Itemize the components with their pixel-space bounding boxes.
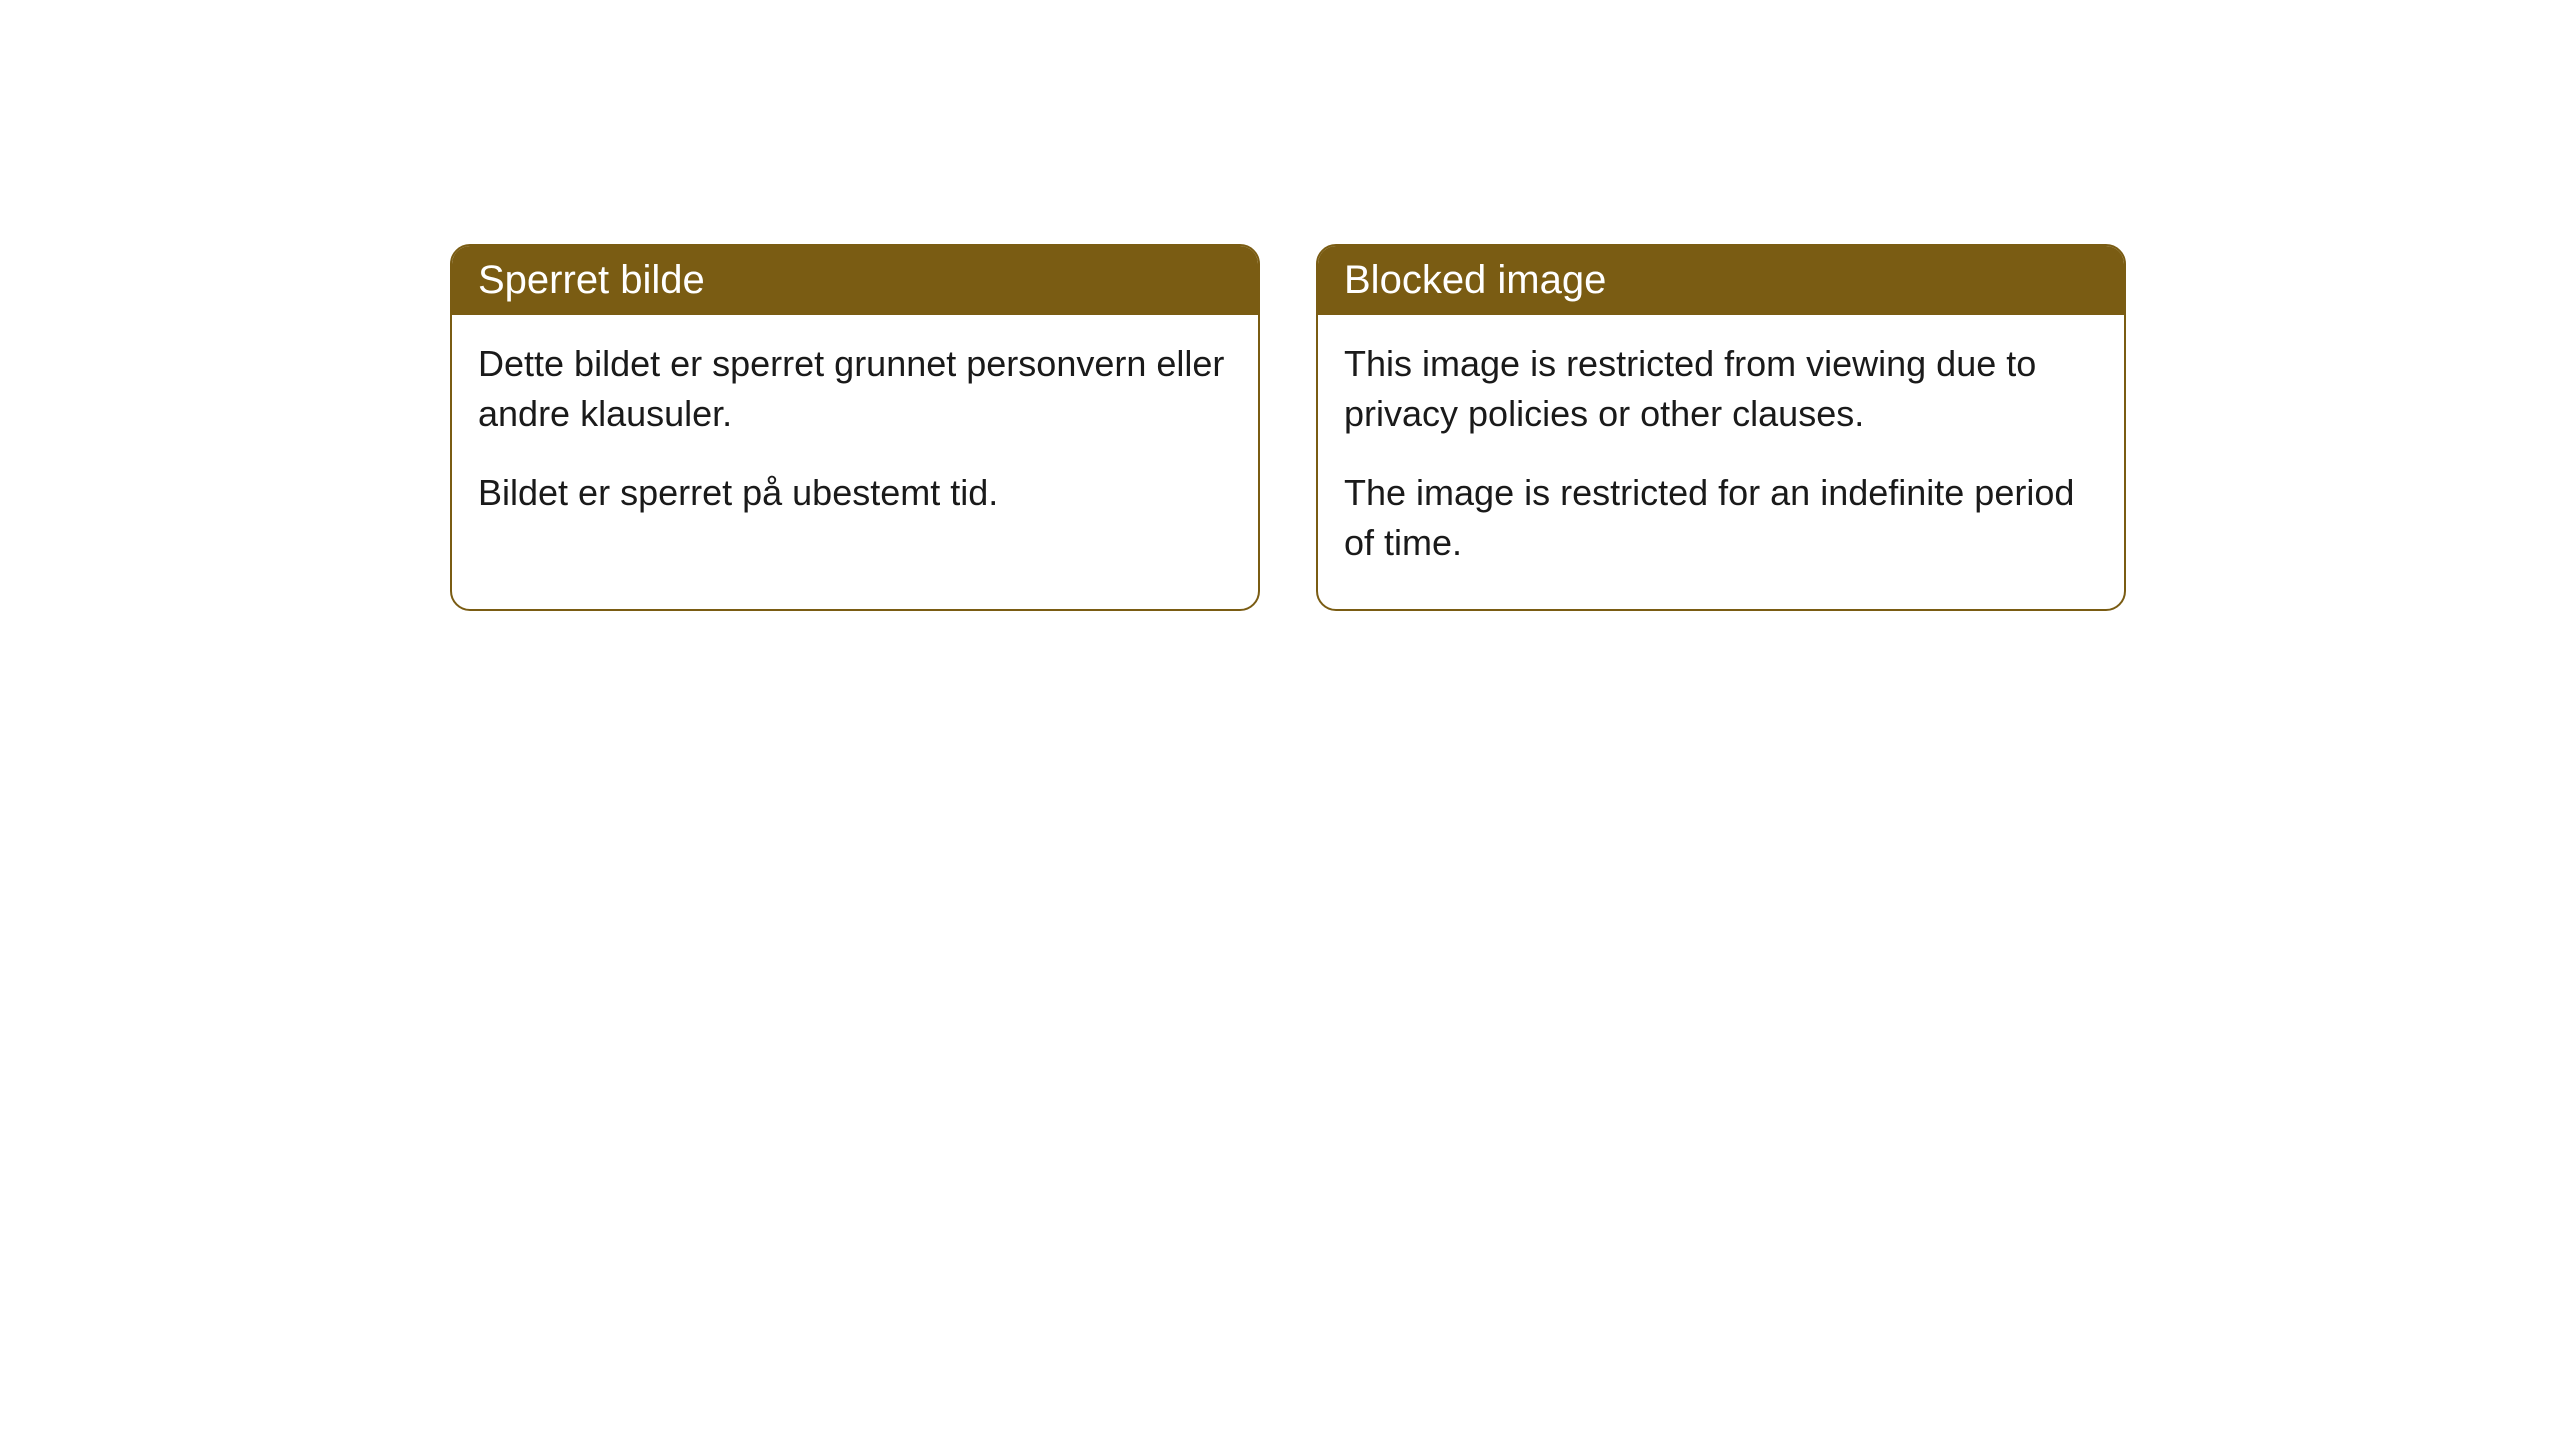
card-header: Blocked image [1318,246,2124,315]
blocked-image-card-norwegian: Sperret bilde Dette bildet er sperret gr… [450,244,1260,611]
card-body: Dette bildet er sperret grunnet personve… [452,315,1258,558]
card-paragraph: This image is restricted from viewing du… [1344,339,2098,440]
card-title: Sperret bilde [478,258,705,302]
card-title: Blocked image [1344,258,1606,302]
card-header: Sperret bilde [452,246,1258,315]
card-paragraph: Dette bildet er sperret grunnet personve… [478,339,1232,440]
card-body: This image is restricted from viewing du… [1318,315,2124,609]
cards-container: Sperret bilde Dette bildet er sperret gr… [450,244,2126,611]
card-paragraph: Bildet er sperret på ubestemt tid. [478,468,1232,518]
card-paragraph: The image is restricted for an indefinit… [1344,468,2098,569]
blocked-image-card-english: Blocked image This image is restricted f… [1316,244,2126,611]
